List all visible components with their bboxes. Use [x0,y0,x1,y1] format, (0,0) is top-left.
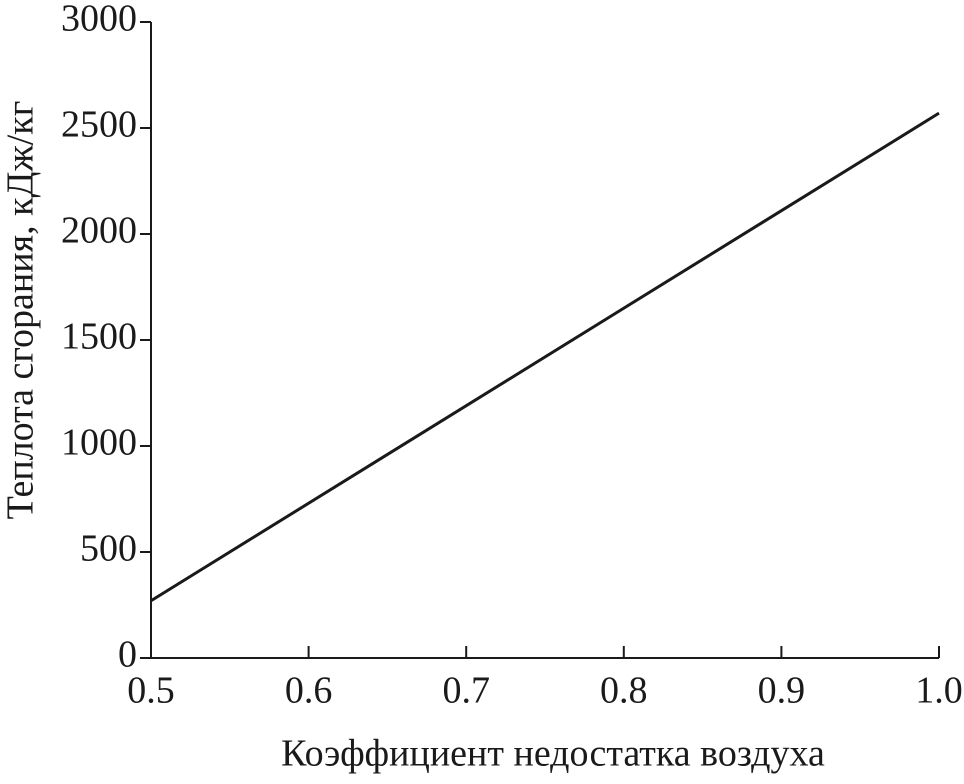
x-tick-label: 0.9 [758,670,806,712]
x-tick-label: 0.5 [127,670,175,712]
y-tick-label: 0 [118,634,137,676]
x-tick-label: 0.7 [442,670,490,712]
y-tick-label: 1500 [61,316,137,358]
y-axis-label: Теплота сгорания, кДж/кг [0,101,42,520]
y-tick-label: 2500 [61,104,137,146]
y-tick-label: 3000 [61,0,137,40]
y-tick-label: 1000 [61,422,137,464]
x-tick-label: 0.8 [600,670,648,712]
x-tick-label: 1.0 [915,670,963,712]
x-axis-label: Коэффициент недостатка воздуха [281,733,825,775]
line-series [150,111,940,603]
y-tick-label: 2000 [61,210,137,252]
x-tick-label: 0.6 [285,670,333,712]
y-tick-label: 500 [80,528,137,570]
